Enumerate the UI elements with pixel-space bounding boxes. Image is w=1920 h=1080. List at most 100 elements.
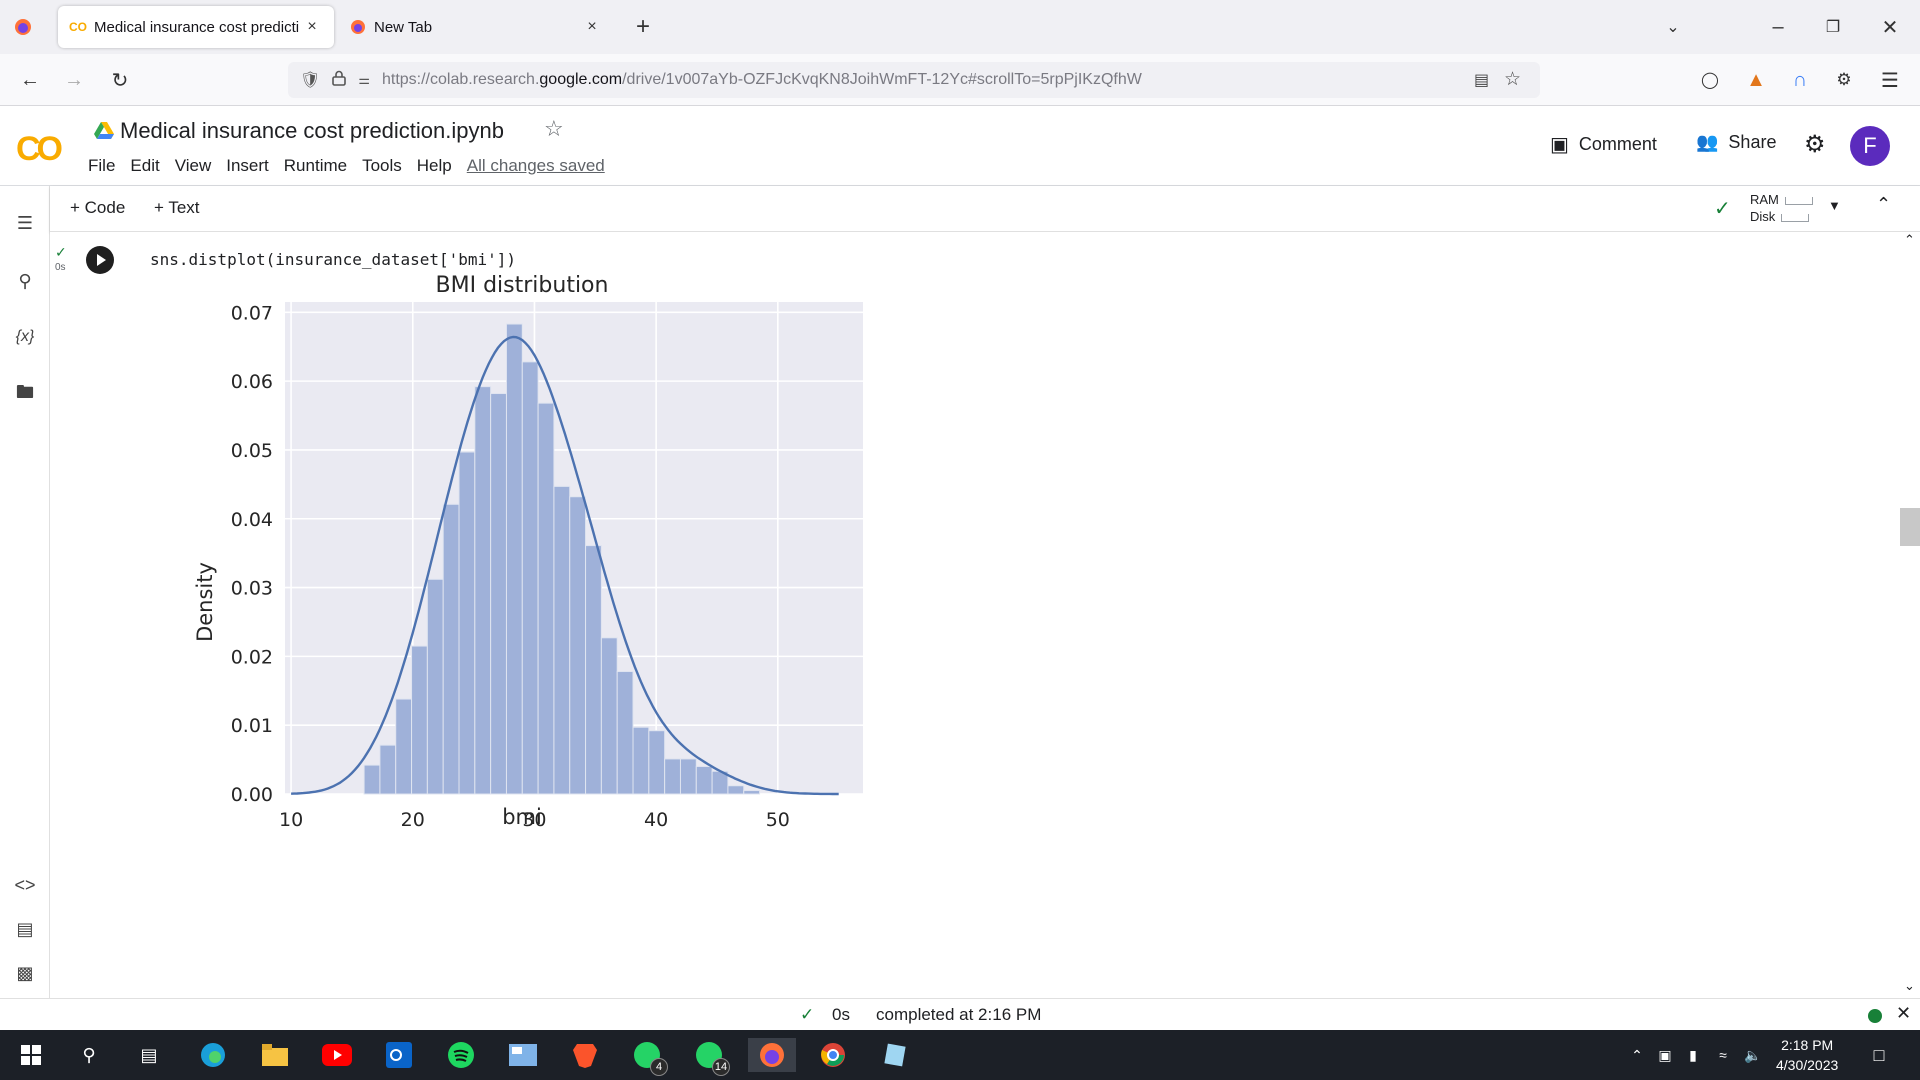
volume-icon[interactable]: 🔈 [1744,1046,1762,1063]
colab-menu-bar: File Edit View Insert Runtime Tools Help… [88,156,620,176]
histogram-bar [585,545,602,795]
back-icon[interactable]: ← [20,68,40,91]
windows-start-icon[interactable] [14,1038,48,1072]
menu-file[interactable]: File [88,156,116,175]
disk-meter [1781,213,1810,222]
table-of-contents-icon[interactable]: ☰ [16,212,34,233]
colab-logo[interactable]: CO [16,130,63,168]
file-explorer-icon[interactable] [258,1038,292,1072]
notepad-icon[interactable] [878,1038,912,1072]
system-clock[interactable]: 2:18 PM 4/30/2023 [1776,1035,1838,1075]
firefox-menu-icon[interactable] [10,14,36,40]
tab-label: New Tab [374,18,433,36]
firefox-icon[interactable] [748,1038,796,1072]
task-view-icon[interactable]: ▤ [140,1044,158,1065]
close-window-icon[interactable]: ✕ [1881,16,1899,39]
battery-icon[interactable]: ▮ [1689,1046,1697,1063]
histogram-bar [664,758,681,795]
brave-icon[interactable] [568,1038,602,1072]
lock-icon[interactable] [332,70,347,91]
google-drive-icon[interactable] [94,122,114,145]
extensions-icon[interactable]: ⚙ [1836,70,1852,89]
notebook-toolbar: + Code + Text ✓ RAM Disk ▼ ⌃ [50,186,1920,232]
tracking-shield-icon[interactable]: 🛡 [300,72,321,89]
save-status-link[interactable]: All changes saved [466,156,605,175]
whatsapp-icon[interactable]: 14 [692,1038,730,1076]
comment-label: Comment [1578,134,1657,154]
tab-close-icon[interactable]: × [587,18,597,35]
permissions-icon[interactable]: ⚌ [358,72,370,87]
metamask-icon[interactable]: ▲ [1746,68,1766,91]
menu-help[interactable]: Help [416,156,452,175]
reload-icon[interactable]: ↻ [111,69,129,92]
left-sidebar-rail: ☰ ⚲ {x} 🖿 <> ▤ ▩ [0,186,50,998]
notification-badge: 14 [712,1058,730,1076]
pocket-icon[interactable]: ◯ [1701,72,1719,89]
extension-arc-icon[interactable]: ∩ [1792,68,1808,91]
ram-meter [1784,196,1813,205]
meet-now-icon[interactable]: ▣ [1658,1046,1672,1063]
menu-insert[interactable]: Insert [226,156,269,175]
url-bar[interactable]: 🛡 ⚌ https://colab.research.google.com/dr… [288,62,1540,98]
runtime-dropdown-icon[interactable]: ▼ [1828,198,1841,213]
url-prefix: https://colab.research. [381,71,540,88]
comment-button[interactable]: ▣ Comment [1550,132,1657,157]
forward-icon[interactable]: → [64,68,84,91]
y-tick-label: 0.01 [231,715,273,737]
menu-tools[interactable]: Tools [362,156,402,175]
menu-view[interactable]: View [174,156,212,175]
menu-edit[interactable]: Edit [130,156,160,175]
comment-icon: ▣ [1550,134,1569,156]
code-line[interactable]: sns.distplot(insurance_dataset['bmi']) [150,250,517,269]
histogram-bar [490,393,507,795]
add-text-button[interactable]: + Text [154,198,200,217]
wifi-icon[interactable]: ≈ [1719,1047,1727,1063]
bookmark-star-icon[interactable]: ☆ [1504,69,1522,90]
tab-colab[interactable]: CO Medical insurance cost predicti × [58,6,334,48]
command-palette-icon[interactable]: ▤ [16,918,34,939]
settings-gear-icon[interactable]: ⚙ [1804,131,1826,158]
account-avatar[interactable]: F [1850,126,1890,166]
menu-runtime[interactable]: Runtime [283,156,348,175]
code-snippets-icon[interactable]: <> [14,874,36,895]
notebook-scrollbar[interactable]: ⌃ ⌄ [1900,232,1920,998]
minimize-icon[interactable]: – [1772,15,1784,38]
outlook-icon[interactable] [382,1038,416,1072]
url-text: https://colab.research.google.com/drive/… [382,71,1142,89]
resources-indicator[interactable]: RAM Disk [1750,192,1813,224]
variables-icon[interactable]: {x} [15,328,35,345]
new-tab-button[interactable]: + [635,13,650,40]
control-panel-icon[interactable] [506,1038,540,1072]
star-notebook-icon[interactable]: ☆ [544,116,564,141]
tab-close-icon[interactable]: × [307,18,317,35]
terminal-icon[interactable]: ▩ [16,962,34,983]
add-code-button[interactable]: + Code [70,198,126,217]
collapse-header-icon[interactable]: ⌃ [1876,194,1892,214]
youtube-icon[interactable] [320,1038,354,1072]
chrome-icon[interactable] [816,1038,850,1072]
close-status-icon[interactable]: ✕ [1896,1003,1912,1023]
y-axis-label: Density [193,562,217,642]
scroll-up-icon[interactable]: ⌃ [1904,232,1915,247]
hamburger-menu-icon[interactable]: ☰ [1881,69,1899,92]
plot-area: 10 20 30 40 50 0.00 0.01 0.02 0.03 0.04 0.05 0.06 0.… [231,302,863,831]
list-tabs-icon[interactable]: ⌄ [1666,19,1680,36]
spotify-icon[interactable] [444,1038,478,1072]
whatsapp-icon[interactable]: 4 [630,1038,668,1076]
show-hidden-icons[interactable]: ⌃ [1631,1046,1643,1063]
y-tick-label: 0.03 [231,578,273,600]
search-icon[interactable]: ⚲ [18,270,32,291]
notebook-title[interactable]: Medical insurance cost prediction.ipynb [120,118,504,143]
edge-icon[interactable] [196,1038,230,1072]
notifications-icon[interactable]: □ [1873,1044,1885,1065]
restore-icon[interactable]: ❐ [1825,19,1841,36]
scrollbar-thumb[interactable] [1900,508,1920,546]
status-message[interactable]: completed at 2:16 PM [876,1005,1042,1024]
tab-new[interactable]: New Tab × [338,6,614,48]
reader-view-icon[interactable]: ▤ [1474,72,1490,89]
scroll-down-icon[interactable]: ⌄ [1904,978,1915,993]
run-cell-button[interactable] [86,246,114,274]
files-folder-icon[interactable]: 🖿 [16,382,34,402]
taskbar-search-icon[interactable]: ⚲ [82,1044,96,1065]
share-button[interactable]: 👥 Share [1696,132,1776,153]
